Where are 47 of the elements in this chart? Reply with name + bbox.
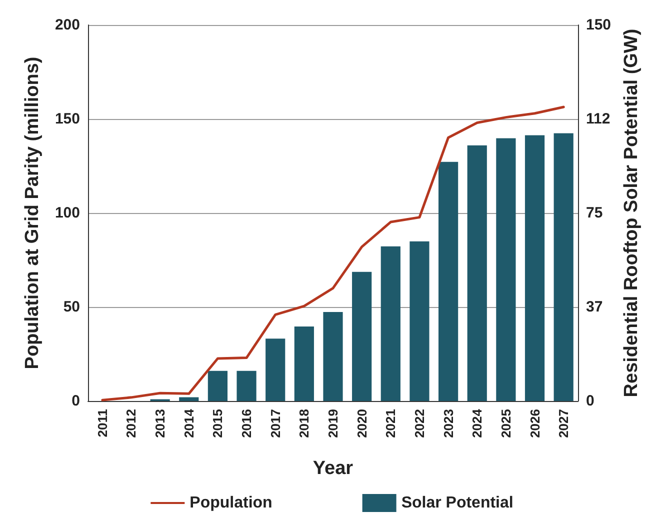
y2-tick-label: 37 bbox=[586, 298, 603, 316]
bar bbox=[496, 138, 516, 401]
legend-label: Solar Potential bbox=[401, 494, 514, 512]
bar bbox=[467, 145, 487, 401]
x-tick-label: 2026 bbox=[527, 409, 542, 438]
x-tick-label: 2015 bbox=[210, 409, 226, 438]
bar bbox=[352, 272, 372, 401]
bar bbox=[323, 312, 343, 401]
bar bbox=[208, 370, 228, 401]
bar bbox=[380, 246, 400, 401]
bar bbox=[294, 326, 314, 401]
bar bbox=[410, 241, 430, 401]
y2-tick-label: 150 bbox=[586, 16, 612, 34]
x-tick-label: 2013 bbox=[152, 409, 168, 438]
bar bbox=[266, 338, 286, 401]
y2-tick-label: 112 bbox=[586, 110, 610, 128]
y-tick-label: 200 bbox=[54, 16, 80, 34]
x-tick-label: 2014 bbox=[181, 408, 196, 438]
x-tick-label: 2022 bbox=[412, 409, 427, 438]
x-tick-label: 2024 bbox=[470, 408, 485, 438]
x-tick-label: 2018 bbox=[296, 409, 312, 438]
x-tick-label: 2017 bbox=[268, 409, 283, 438]
line-series bbox=[101, 106, 565, 402]
bar bbox=[554, 133, 574, 401]
x-tick-label: 2011 bbox=[94, 409, 110, 438]
y-tick-label: 50 bbox=[63, 298, 80, 316]
x-tick-label: 2012 bbox=[124, 409, 139, 438]
legend-label: Population bbox=[190, 494, 272, 512]
y-axis-title: Population at Grid Parity (millions) bbox=[22, 56, 43, 370]
y2-tick-label: 0 bbox=[586, 392, 594, 410]
bar bbox=[179, 397, 199, 401]
x-axis-title: Year bbox=[312, 458, 354, 479]
bar bbox=[524, 135, 545, 401]
y-tick-label: 100 bbox=[54, 204, 80, 222]
bar bbox=[438, 162, 458, 401]
x-tick-label: 2025 bbox=[498, 409, 514, 438]
y-tick-label: 0 bbox=[72, 392, 80, 410]
x-tick-label: 2020 bbox=[354, 409, 370, 438]
y2-tick-label: 75 bbox=[586, 204, 603, 222]
x-tick-label: 2027 bbox=[556, 409, 572, 438]
x-tick-label: 2023 bbox=[440, 409, 456, 438]
bar bbox=[236, 370, 256, 401]
y2-axis-title: Residential Rooftop Solar Potential (GW) bbox=[620, 28, 642, 398]
y-tick-label: 150 bbox=[54, 110, 80, 128]
x-tick-label: 2019 bbox=[326, 409, 340, 438]
x-tick-label: 2016 bbox=[239, 409, 254, 438]
x-tick-label: 2021 bbox=[383, 409, 398, 438]
